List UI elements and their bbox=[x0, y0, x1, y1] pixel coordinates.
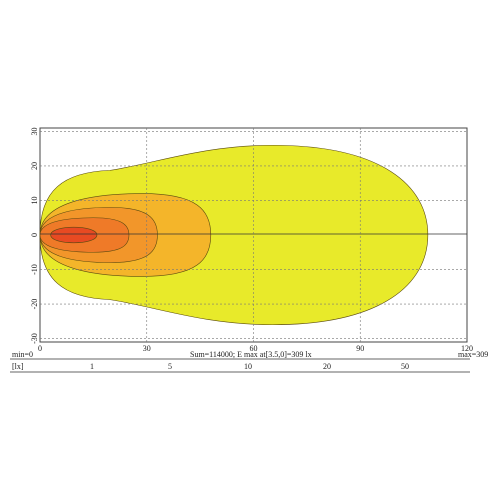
contour-level-1 bbox=[39, 144, 429, 326]
legend-value: 10 bbox=[244, 362, 252, 371]
x-tick-label: 90 bbox=[356, 344, 364, 353]
min-label: min=0 bbox=[12, 350, 33, 359]
y-tick-label: 0 bbox=[30, 233, 39, 237]
y-tick-label: 20 bbox=[30, 162, 39, 170]
y-tick-label: -30 bbox=[30, 333, 39, 344]
x-tick-label: 0 bbox=[38, 344, 42, 353]
legend-value: 50 bbox=[401, 362, 409, 371]
x-tick-label: 120 bbox=[461, 344, 473, 353]
summary-text: Sum=114000; E max at[3.5,0]=309 lx bbox=[190, 350, 312, 359]
gridlines bbox=[40, 128, 467, 342]
x-tick-label: 60 bbox=[250, 344, 258, 353]
x-tick-labels: 0 30 60 90 120 bbox=[38, 344, 473, 353]
y-tick-label: -10 bbox=[30, 264, 39, 275]
legend-value: 5 bbox=[168, 362, 172, 371]
legend-values: [lx] 1 5 10 20 50 bbox=[12, 362, 409, 371]
legend-value: 1 bbox=[90, 362, 94, 371]
max-label: max=309 bbox=[458, 350, 489, 359]
y-tick-label: 30 bbox=[30, 127, 39, 135]
legend-unit-label: [lx] bbox=[12, 362, 24, 371]
y-tick-label: 10 bbox=[30, 196, 39, 204]
contour-level-50 bbox=[50, 227, 98, 243]
contour-fills bbox=[39, 144, 429, 326]
x-tick-label: 30 bbox=[143, 344, 151, 353]
y-tick-label: -20 bbox=[30, 299, 39, 310]
legend-value: 20 bbox=[323, 362, 331, 371]
y-tick-labels: 30 20 10 0 -10 -20 -30 bbox=[30, 127, 39, 343]
